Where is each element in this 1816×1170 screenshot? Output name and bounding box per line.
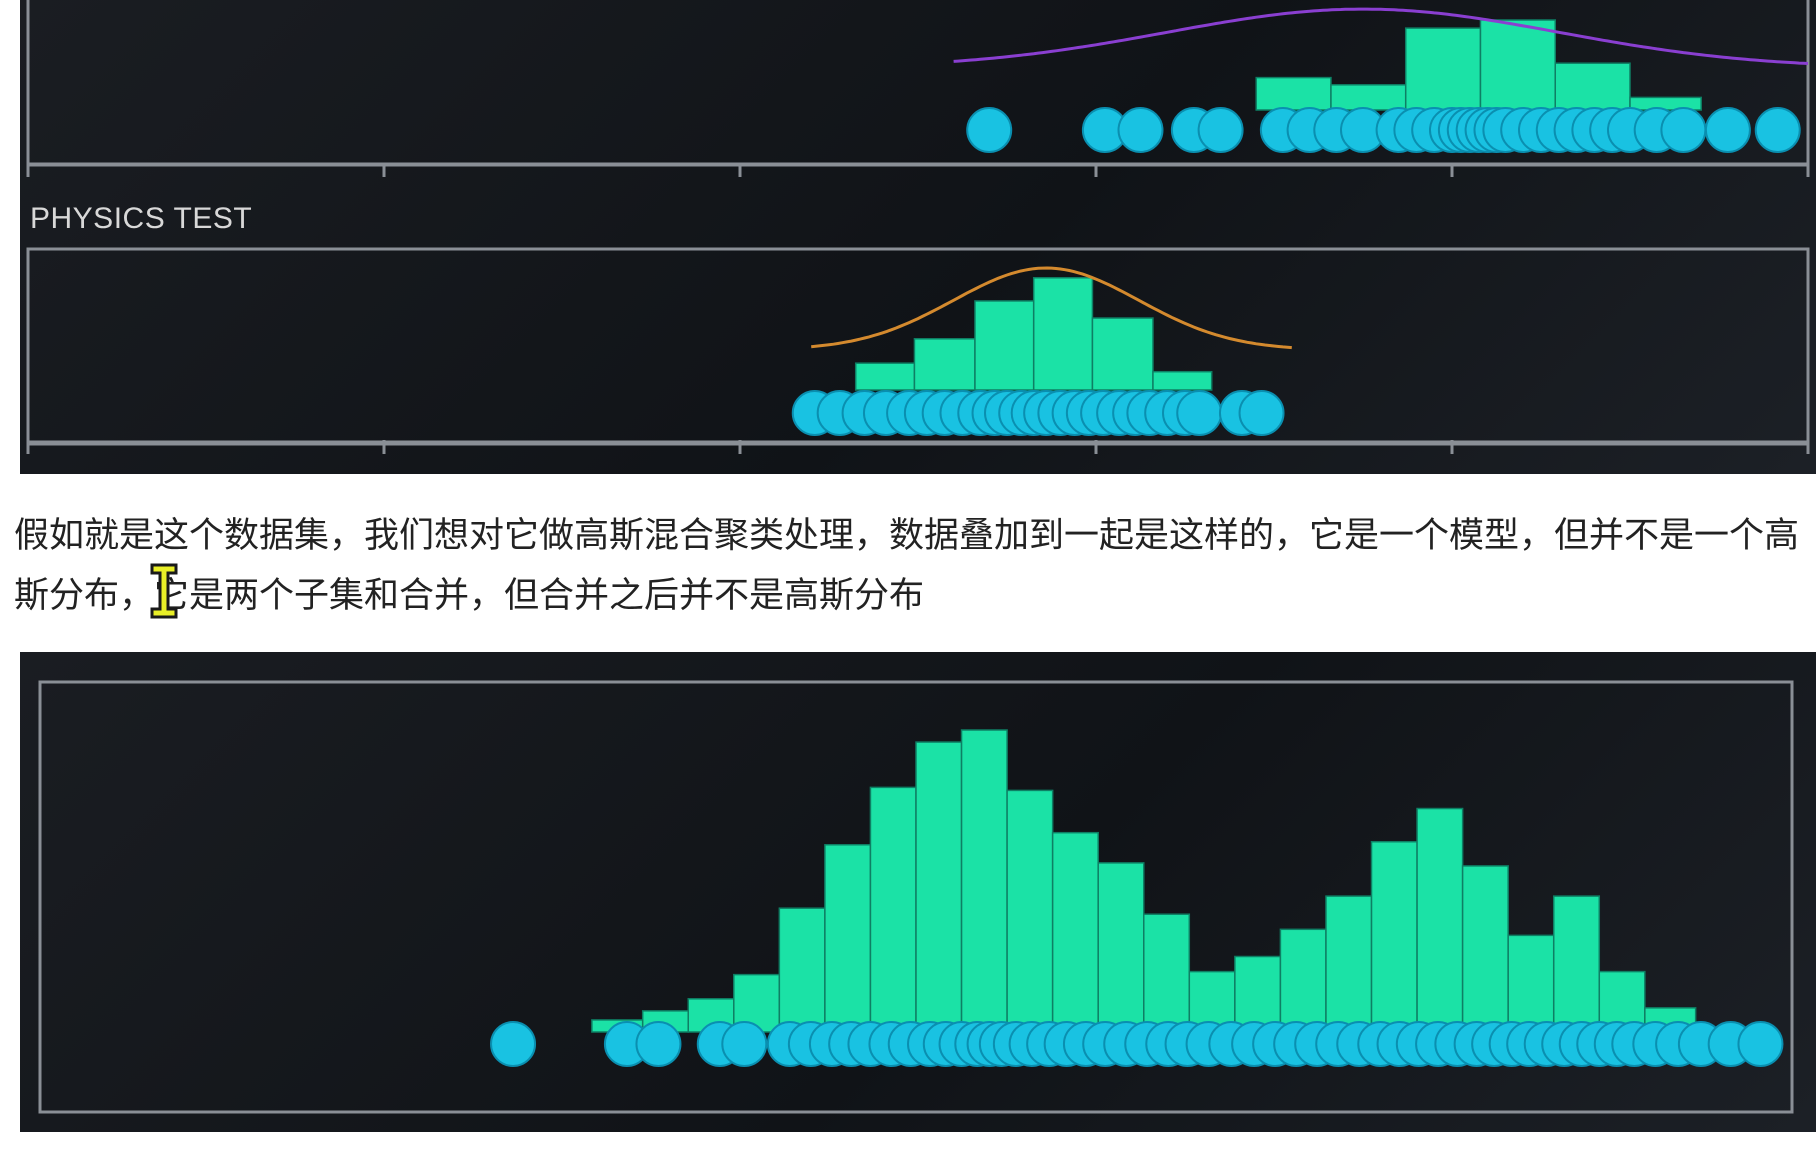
histogram-bar: [854, 362, 916, 391]
chart-2: [38, 680, 1794, 1114]
gaussian-curve: [953, 7, 1809, 65]
data-point: [635, 1021, 682, 1067]
physics-test-label: PHYSICS TEST: [30, 202, 253, 235]
histogram-bar: [1255, 76, 1332, 111]
histogram-bar: [1416, 807, 1464, 1033]
histogram-bar: [1629, 96, 1702, 111]
histogram-bar: [1143, 913, 1191, 1033]
data-point: [1754, 107, 1801, 153]
histogram-bar: [913, 338, 976, 391]
chart-1: [26, 247, 1810, 454]
histogram-bar: [960, 729, 1008, 1033]
data-point: [721, 1021, 768, 1067]
histogram-bar: [869, 786, 917, 1033]
histogram-bar: [1370, 840, 1418, 1033]
histogram-bar: [778, 907, 826, 1033]
histogram-bar: [1479, 19, 1556, 111]
combined-histogram-chart: [38, 680, 1794, 1114]
combined-histogram-panel: [20, 652, 1816, 1132]
data-point: [1660, 107, 1707, 153]
data-point: [1197, 107, 1244, 153]
data-point: [1117, 107, 1164, 153]
histogram-bar: [1279, 928, 1327, 1033]
histogram-bar: [1234, 955, 1282, 1033]
chart-frame: [38, 680, 1794, 1114]
histogram-bar: [1404, 27, 1482, 111]
data-point: [966, 107, 1013, 153]
data-point: [1737, 1021, 1784, 1067]
gaussian-curve: [811, 266, 1292, 350]
histogram-bar: [1051, 831, 1099, 1033]
histogram-bar: [1330, 84, 1407, 111]
text-cursor-icon: [150, 563, 178, 619]
caption-text: 假如就是这个数据集，我们想对它做高斯混合聚类处理，数据叠加到一起是这样的，它是一…: [14, 516, 1800, 616]
data-point: [1176, 390, 1223, 436]
chart-0: [26, 0, 1810, 177]
top-histogram-panel: PHYSICS TEST: [20, 0, 1816, 474]
histogram-bar: [1006, 789, 1054, 1033]
histogram-bar: [1554, 62, 1631, 111]
histogram-bar: [974, 300, 1035, 391]
histogram-bar: [824, 844, 872, 1033]
histogram-bar: [1097, 862, 1145, 1033]
top-histogram-chart: [26, 0, 1810, 454]
histogram-bar: [1152, 370, 1213, 391]
histogram-bar: [1325, 895, 1373, 1033]
data-point: [1238, 390, 1285, 436]
histogram-bar: [1552, 895, 1601, 1033]
data-point: [490, 1021, 537, 1067]
data-point: [1704, 107, 1751, 153]
chart-frame: [26, 247, 1810, 446]
histogram-bar: [1461, 865, 1509, 1033]
histogram-bar: [1032, 277, 1094, 391]
histogram-bar: [1507, 934, 1555, 1033]
histogram-bar: [915, 741, 963, 1033]
histogram-bar: [1091, 317, 1154, 391]
